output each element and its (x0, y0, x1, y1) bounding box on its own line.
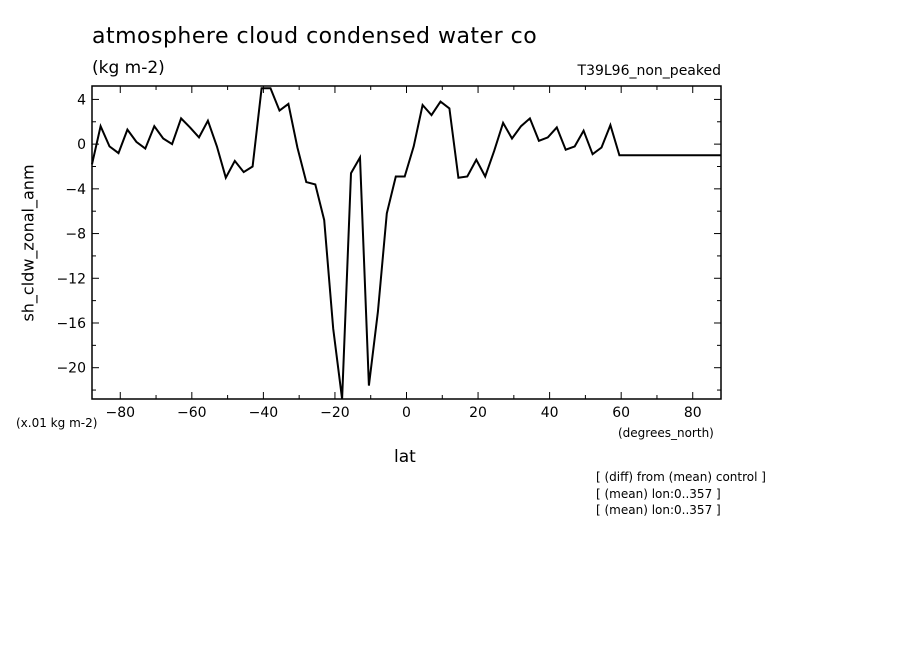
x-tick-label: 80 (684, 405, 702, 421)
scale-note: (x.01 kg m-2) (16, 416, 98, 430)
x-tick-label: −40 (249, 405, 279, 421)
y-tick-label: −8 (65, 227, 86, 243)
chart-units: (kg m-2) (92, 58, 165, 78)
x-tick-label: −80 (105, 405, 135, 421)
y-tick-label: −20 (56, 361, 86, 377)
x-tick-label: −60 (177, 405, 207, 421)
x-tick-label: 40 (541, 405, 559, 421)
axis-ticks (92, 86, 721, 399)
run-label: T39L96_non_peaked (577, 63, 721, 79)
series-line (91, 87, 721, 400)
chart-title: atmosphere cloud condensed water co (92, 24, 538, 49)
x-axis-label: lat (394, 447, 416, 467)
y-tick-label: 4 (77, 92, 86, 108)
x-axis-units: (degrees_north) (618, 426, 714, 440)
plot-frame (91, 85, 722, 400)
x-tick-label: −20 (320, 405, 350, 421)
x-tick-label: 0 (402, 405, 411, 421)
series-lines (91, 87, 721, 400)
annotation-mean-lon: [ (mean) lon:0..357 ] (596, 503, 721, 517)
y-tick-label: −16 (56, 316, 86, 332)
y-tick-label: −12 (56, 271, 86, 287)
annotation-mean-lon: [ (mean) lon:0..357 ] (596, 487, 721, 501)
annotation-diff: [ (diff) from (mean) control ] (596, 470, 766, 484)
x-tick-label: 20 (469, 405, 487, 421)
y-tick-label: 0 (77, 137, 86, 153)
x-tick-label: 60 (612, 405, 630, 421)
y-tick-label: −4 (65, 182, 86, 198)
